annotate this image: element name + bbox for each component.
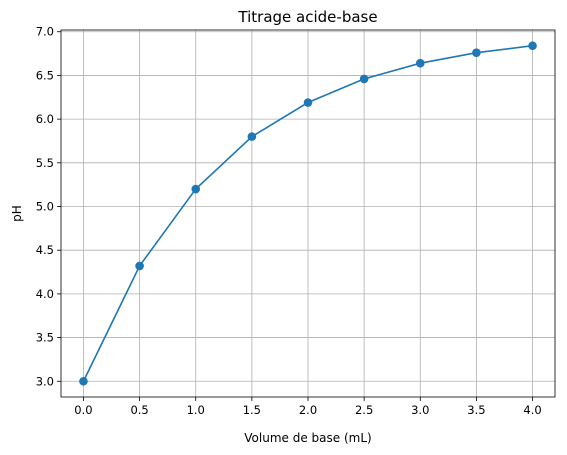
axis-ticks: 0.0 0.5 1.0 1.5 2.0 2.5 3.0 3.5 4.0 3.0 3.5 4.0 4.5 5…: [36, 25, 542, 417]
x-tick-label: 4.0: [523, 403, 541, 417]
x-tick-label: 1.0: [187, 403, 205, 417]
x-tick-label: 0.5: [130, 403, 148, 417]
x-tick-label: 3.5: [467, 403, 485, 417]
x-axis-label: Volume de base (mL): [244, 431, 371, 445]
x-tick-label: 0.0: [74, 403, 92, 417]
y-tick-label: 6.5: [36, 68, 54, 82]
data-point: [359, 74, 369, 84]
y-tick-label: 6.0: [36, 112, 54, 126]
y-axis-label: pH: [10, 205, 24, 222]
y-tick-label: 3.5: [36, 331, 54, 345]
data-point: [247, 132, 257, 141]
y-tick-label: 5.5: [36, 156, 54, 170]
data-point: [135, 261, 144, 271]
y-tick-label: 3.0: [36, 374, 54, 388]
x-tick-label: 2.0: [299, 403, 317, 417]
x-tick-label: 3.0: [411, 403, 429, 417]
data-point: [415, 58, 425, 68]
series-group: [79, 41, 537, 386]
y-tick-label: 4.0: [36, 287, 54, 301]
grid-lines: [61, 30, 555, 397]
data-point: [528, 41, 537, 51]
data-point: [79, 376, 88, 386]
x-tick-label: 1.5: [243, 403, 261, 417]
chart-title: Titrage acide-base: [237, 8, 377, 26]
x-tick-label: 2.5: [355, 403, 373, 417]
data-point: [191, 184, 201, 194]
data-point: [472, 48, 481, 58]
y-tick-label: 4.5: [36, 243, 54, 257]
data-point: [303, 98, 313, 107]
y-tick-label: 5.0: [36, 200, 54, 214]
y-tick-label: 7.0: [36, 25, 54, 39]
